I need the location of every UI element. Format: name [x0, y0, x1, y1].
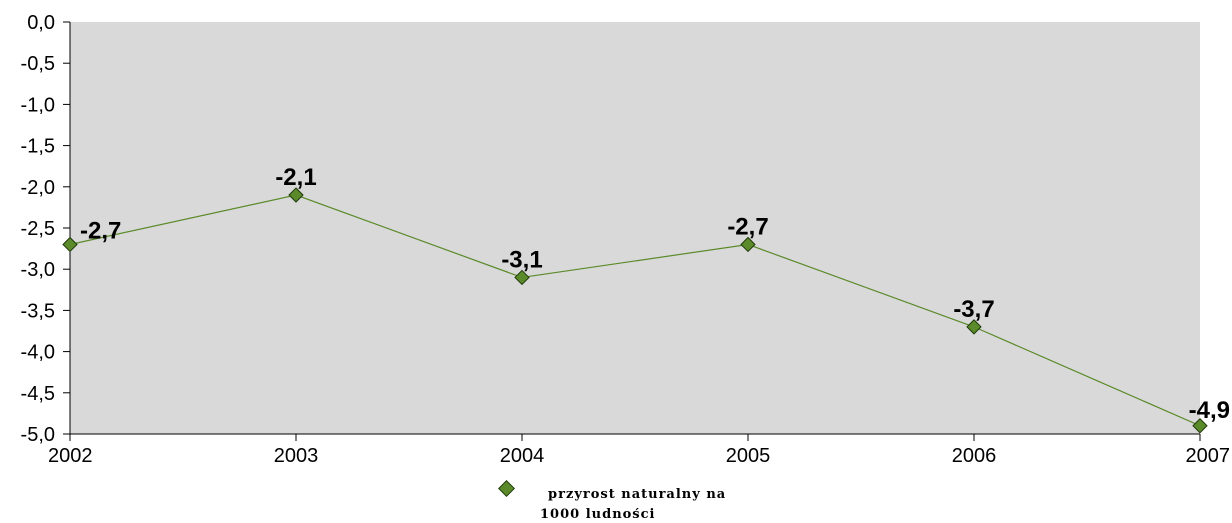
y-tick-label: 0,0	[27, 12, 55, 34]
data-label: -4,9	[1189, 397, 1230, 424]
x-tick-label: 2003	[274, 445, 319, 467]
legend-label-line-1: przyrost naturalny na	[548, 487, 726, 502]
plot-area	[70, 22, 1200, 434]
x-tick-label: 2004	[500, 445, 545, 467]
x-tick-label: 2002	[48, 445, 93, 467]
data-label: -2,1	[275, 164, 316, 191]
y-tick-label: -1,0	[21, 94, 55, 116]
data-label: -2,7	[727, 213, 768, 240]
data-point-marker	[288, 187, 304, 203]
y-tick-label: -2,5	[21, 218, 55, 240]
legend-marker-icon	[498, 480, 515, 497]
data-label: -3,7	[953, 296, 994, 323]
y-tick-label: -3,5	[21, 300, 55, 322]
data-label: -2,7	[80, 217, 121, 244]
data-labels: -2,7 -2,1 -3,1 -2,7 -3,7 -4,9	[80, 164, 1230, 424]
y-tick-label: -4,5	[21, 383, 55, 405]
data-point-marker	[1192, 418, 1208, 434]
y-tick-label: -2,0	[21, 177, 55, 199]
y-tick-label: -3,0	[21, 259, 55, 281]
y-tick-label: -0,5	[21, 53, 55, 75]
series-layer	[62, 187, 1208, 434]
axes: 0,0 -0,5 -1,0 -1,5 -2,0 -2,5 -3,0 -3,5 -4,0 -4,5 -…	[21, 12, 1230, 467]
x-tick-label: 2006	[952, 445, 997, 467]
y-tick-label: -1,5	[21, 136, 55, 158]
data-point-marker	[740, 236, 756, 253]
y-tick-label: -4,0	[21, 342, 55, 364]
legend-label-line-2: 1000 ludności	[540, 507, 655, 522]
data-point-marker	[514, 269, 530, 286]
data-point-marker	[62, 236, 78, 253]
x-tick-label: 2005	[726, 445, 771, 467]
y-tick-label: -5,0	[21, 424, 55, 446]
series-line	[69, 194, 1201, 427]
legend: przyrost naturalny na 1000 ludności	[498, 480, 726, 522]
data-point-marker	[966, 319, 982, 335]
x-tick-label: 2007	[1186, 445, 1231, 467]
data-label: -3,1	[501, 246, 542, 273]
